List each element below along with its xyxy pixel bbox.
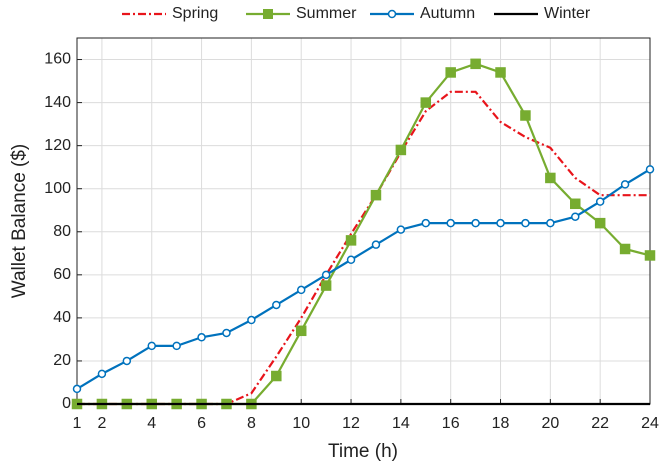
y-tick-label: 140 bbox=[44, 94, 71, 111]
marker bbox=[346, 255, 356, 265]
marker bbox=[496, 218, 505, 228]
legend-marker bbox=[263, 9, 273, 19]
x-tick-label: 16 bbox=[442, 415, 460, 432]
x-tick-label: 24 bbox=[641, 415, 659, 432]
marker bbox=[345, 235, 357, 246]
x-tick-label: 2 bbox=[97, 415, 106, 432]
marker bbox=[370, 189, 382, 201]
x-tick-label: 1 bbox=[73, 415, 82, 432]
y-tick-label: 160 bbox=[44, 51, 71, 68]
marker bbox=[420, 97, 432, 108]
x-tick-label: 18 bbox=[492, 415, 510, 432]
marker bbox=[197, 333, 206, 342]
y-tick-label: 60 bbox=[53, 266, 71, 283]
marker bbox=[147, 341, 156, 351]
y-axis-label: Wallet Balance ($) bbox=[9, 144, 30, 299]
y-tick-label: 40 bbox=[53, 309, 71, 326]
marker bbox=[445, 67, 456, 78]
marker bbox=[295, 325, 307, 337]
marker bbox=[645, 165, 655, 174]
y-tick-label: 20 bbox=[53, 352, 71, 369]
marker bbox=[72, 384, 82, 394]
marker bbox=[620, 180, 630, 189]
x-tick-label: 20 bbox=[541, 415, 559, 432]
marker bbox=[594, 217, 606, 229]
marker bbox=[222, 328, 231, 338]
legend: Spring Summer Autumn Winter bbox=[122, 5, 591, 22]
marker bbox=[571, 212, 580, 221]
marker bbox=[521, 218, 530, 228]
x-tick-label: 10 bbox=[292, 415, 310, 432]
marker bbox=[395, 144, 407, 156]
x-tick-label: 6 bbox=[197, 415, 206, 432]
x-tick-label: 22 bbox=[591, 415, 609, 432]
legend-label: Spring bbox=[172, 5, 218, 22]
marker bbox=[271, 370, 282, 382]
marker bbox=[321, 270, 331, 280]
x-tick-label: 4 bbox=[147, 415, 156, 432]
marker bbox=[471, 218, 480, 228]
legend-label: Summer bbox=[296, 5, 357, 22]
series-line bbox=[77, 62, 651, 406]
marker bbox=[421, 218, 431, 228]
marker bbox=[644, 250, 656, 261]
x-tick-label: 14 bbox=[392, 415, 410, 432]
marker bbox=[546, 218, 555, 228]
y-tick-label: 0 bbox=[62, 395, 71, 412]
marker bbox=[570, 198, 581, 210]
marker bbox=[122, 356, 132, 366]
marker bbox=[520, 110, 531, 121]
series-line bbox=[76, 168, 651, 390]
marker bbox=[172, 341, 181, 351]
marker bbox=[296, 285, 306, 295]
marker bbox=[396, 225, 406, 234]
marker bbox=[247, 315, 256, 325]
series-line bbox=[77, 90, 650, 406]
plot-frame bbox=[76, 37, 651, 405]
legend-label: Winter bbox=[544, 5, 591, 22]
marker bbox=[470, 58, 481, 70]
y-tick-label: 120 bbox=[44, 137, 71, 154]
x-tick-label: 12 bbox=[342, 415, 360, 432]
x-axis-label: Time (h) bbox=[328, 441, 398, 462]
marker bbox=[446, 218, 455, 228]
y-tick-label: 80 bbox=[53, 223, 71, 240]
legend-label: Autumn bbox=[420, 5, 475, 22]
y-tick-label: 100 bbox=[44, 180, 71, 197]
marker bbox=[595, 197, 605, 206]
marker bbox=[97, 369, 107, 379]
marker bbox=[371, 240, 381, 249]
marker bbox=[545, 172, 556, 184]
legend-marker bbox=[387, 9, 397, 19]
x-tick-label: 8 bbox=[247, 415, 256, 432]
marker bbox=[320, 280, 332, 291]
marker bbox=[272, 300, 281, 310]
marker bbox=[495, 67, 506, 78]
marker bbox=[619, 243, 631, 255]
